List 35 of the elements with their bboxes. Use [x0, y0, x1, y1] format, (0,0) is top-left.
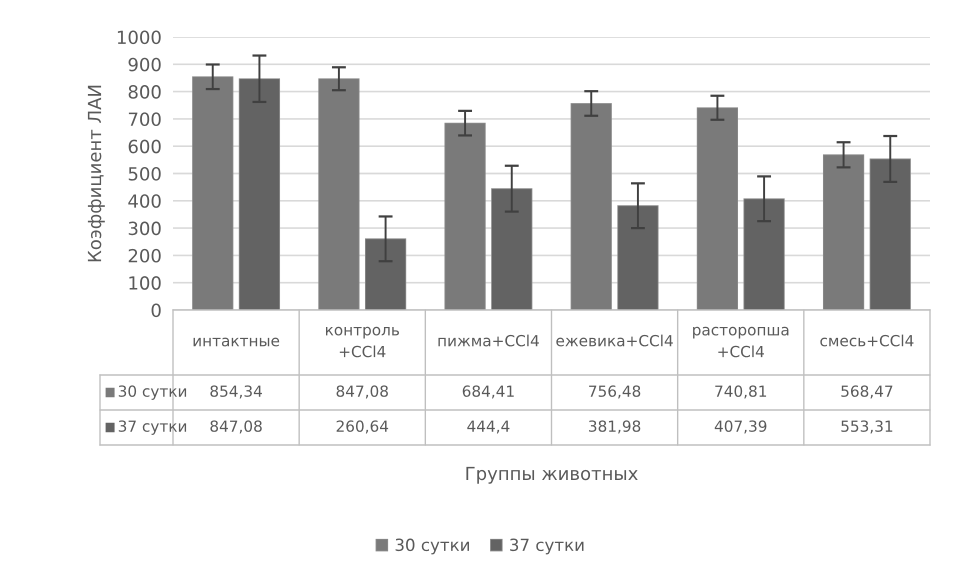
- y-tick-label: 600: [128, 140, 161, 154]
- text: 37 сутки: [510, 538, 584, 554]
- data-label: 740,81: [715, 385, 766, 398]
- y-tick-label: 900: [128, 58, 161, 72]
- data-label: 444,4: [467, 420, 510, 434]
- y-tick-label: 0: [152, 303, 161, 318]
- data-label: 854,34: [210, 385, 262, 398]
- y-axis-title: Коэффициент ЛАИ: [88, 86, 105, 262]
- data-label: 847,08: [210, 420, 262, 434]
- y-tick-label: 100: [129, 276, 161, 290]
- x-tick-label: пижма+CCl4: [438, 334, 539, 346]
- y-tick-label: 700: [128, 112, 161, 126]
- data-label: 684,41: [462, 385, 514, 398]
- y-tick-label: 400: [128, 194, 161, 208]
- data-label: 553,31: [841, 420, 892, 434]
- text: Группы животных: [466, 466, 638, 484]
- legend-label: 30 сутки: [118, 385, 186, 400]
- y-tick-label: 1000: [118, 30, 161, 44]
- x-tick-label: контроль +CCl4: [326, 326, 399, 358]
- y-tick-label: 200: [128, 248, 161, 263]
- data-label: 260,64: [336, 420, 388, 434]
- y-tick-label: 300: [128, 222, 161, 236]
- data-label: 407,39: [714, 420, 766, 434]
- text: 30 сутки: [396, 538, 469, 554]
- x-tick-label: ежевика+CCl4: [556, 334, 673, 346]
- legend-label: 37 сутки: [118, 420, 186, 435]
- y-tick-label: 500: [128, 166, 161, 181]
- data-label: 381,98: [589, 420, 640, 434]
- y-tick-label: 800: [128, 85, 161, 99]
- x-tick-label: интактные: [194, 338, 280, 346]
- data-label: 568,47: [841, 385, 892, 398]
- data-label: 756,48: [589, 385, 640, 398]
- x-tick-label: смесь+CCl4: [820, 334, 914, 346]
- data-label: 847,08: [336, 385, 388, 398]
- x-tick-label: расторопша +CCl4: [693, 326, 788, 358]
